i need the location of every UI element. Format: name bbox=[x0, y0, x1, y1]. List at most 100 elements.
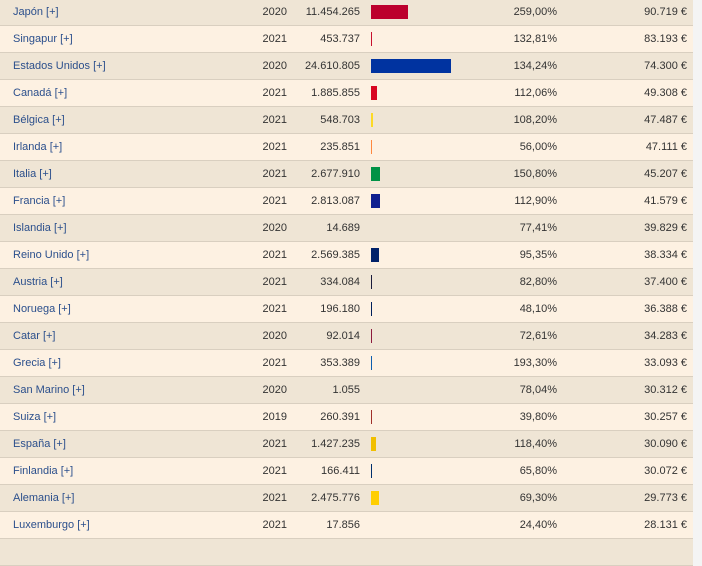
per-capita: 36.388 € bbox=[644, 296, 687, 322]
debt-bar bbox=[371, 437, 376, 451]
per-capita: 49.308 € bbox=[644, 80, 687, 106]
per-capita: 30.090 € bbox=[644, 431, 687, 457]
per-capita: 83.193 € bbox=[644, 26, 687, 52]
year: 2021 bbox=[263, 269, 287, 295]
debt-share: 118,40% bbox=[514, 431, 557, 457]
country-link[interactable]: San Marino [+] bbox=[13, 377, 85, 403]
country-link[interactable]: Grecia [+] bbox=[13, 350, 61, 376]
debt-bar bbox=[371, 167, 380, 181]
country-link[interactable]: Japón [+] bbox=[13, 0, 59, 25]
debt-bar bbox=[371, 113, 373, 127]
debt-share: 77,41% bbox=[520, 215, 557, 241]
country-link[interactable]: Canadá [+] bbox=[13, 80, 67, 106]
country-link[interactable]: Islandia [+] bbox=[13, 215, 67, 241]
country-link[interactable]: Finlandia [+] bbox=[13, 458, 73, 484]
debt: 453.737 bbox=[320, 26, 360, 52]
year: 2021 bbox=[263, 134, 287, 160]
debt-bar bbox=[371, 86, 377, 100]
debt-bar bbox=[371, 410, 372, 424]
debt-bar bbox=[371, 140, 372, 154]
country-link[interactable]: Estados Unidos [+] bbox=[13, 53, 106, 79]
year: 2021 bbox=[263, 485, 287, 511]
country-link[interactable]: Reino Unido [+] bbox=[13, 242, 89, 268]
debt-bar bbox=[371, 302, 372, 316]
country-link[interactable]: Francia [+] bbox=[13, 188, 65, 214]
debt: 235.851 bbox=[320, 134, 360, 160]
country-link[interactable]: España [+] bbox=[13, 431, 66, 457]
debt: 260.391 bbox=[320, 404, 360, 430]
table-row: Alemania [+] 2021 2.475.776 69,30% 29.773 € bbox=[0, 485, 693, 512]
debt-bar bbox=[371, 194, 380, 208]
debt: 2.677.910 bbox=[311, 161, 360, 187]
year: 2020 bbox=[263, 377, 287, 403]
debt-share: 112,90% bbox=[514, 188, 557, 214]
per-capita: 90.719 € bbox=[644, 0, 687, 25]
debt-share: 82,80% bbox=[520, 269, 557, 295]
table-row: Grecia [+] 2021 353.389 193,30% 33.093 € bbox=[0, 350, 693, 377]
per-capita: 28.131 € bbox=[644, 512, 687, 538]
debt-share: 95,35% bbox=[520, 242, 557, 268]
per-capita: 29.773 € bbox=[644, 485, 687, 511]
year: 2021 bbox=[263, 350, 287, 376]
debt: 11.454.265 bbox=[306, 0, 360, 25]
debt-bar bbox=[371, 491, 379, 505]
debt-bar bbox=[371, 32, 372, 46]
year: 2020 bbox=[263, 323, 287, 349]
debt-share: 193,30% bbox=[514, 350, 557, 376]
country-link[interactable]: Bélgica [+] bbox=[13, 107, 65, 133]
debt: 24.610.805 bbox=[305, 53, 360, 79]
debt: 196.180 bbox=[320, 296, 360, 322]
debt-bar bbox=[371, 59, 451, 73]
country-link[interactable]: Catar [+] bbox=[13, 323, 56, 349]
country-link[interactable]: Suiza [+] bbox=[13, 404, 56, 430]
debt: 2.569.385 bbox=[311, 242, 360, 268]
debt-share: 78,04% bbox=[520, 377, 557, 403]
per-capita: 30.072 € bbox=[644, 458, 687, 484]
debt: 1.885.855 bbox=[311, 80, 360, 106]
country-link[interactable]: Luxemburgo [+] bbox=[13, 512, 90, 538]
debt: 1.427.235 bbox=[311, 431, 360, 457]
debt: 1.055 bbox=[332, 377, 360, 403]
country-link[interactable]: Noruega [+] bbox=[13, 296, 71, 322]
year: 2021 bbox=[263, 26, 287, 52]
year: 2021 bbox=[263, 107, 287, 133]
debt-share: 65,80% bbox=[520, 458, 557, 484]
country-link[interactable]: Alemania [+] bbox=[13, 485, 74, 511]
per-capita: 47.111 € bbox=[646, 134, 687, 160]
country-link[interactable]: Italia [+] bbox=[13, 161, 52, 187]
per-capita: 34.283 € bbox=[644, 323, 687, 349]
debt-share: 134,24% bbox=[514, 53, 557, 79]
country-link[interactable]: Austria [+] bbox=[13, 269, 63, 295]
year: 2021 bbox=[263, 188, 287, 214]
debt: 548.703 bbox=[320, 107, 360, 133]
year: 2021 bbox=[263, 80, 287, 106]
year: 2020 bbox=[263, 215, 287, 241]
debt-share: 150,80% bbox=[514, 161, 557, 187]
year: 2019 bbox=[263, 404, 287, 430]
table-row bbox=[0, 539, 693, 566]
country-link[interactable]: Irlanda [+] bbox=[13, 134, 62, 160]
year: 2021 bbox=[263, 431, 287, 457]
debt-bar bbox=[371, 275, 372, 289]
debt-share: 24,40% bbox=[520, 512, 557, 538]
debt-bar bbox=[371, 248, 379, 262]
per-capita: 33.093 € bbox=[644, 350, 687, 376]
debt: 92.014 bbox=[326, 323, 360, 349]
country-link[interactable]: Singapur [+] bbox=[13, 26, 73, 52]
debt: 334.084 bbox=[320, 269, 360, 295]
debt: 17.856 bbox=[326, 512, 360, 538]
per-capita: 37.400 € bbox=[644, 269, 687, 295]
debt-share: 112,06% bbox=[514, 80, 557, 106]
debt: 353.389 bbox=[320, 350, 360, 376]
debt: 2.475.776 bbox=[311, 485, 360, 511]
year: 2021 bbox=[263, 296, 287, 322]
debt-share: 56,00% bbox=[520, 134, 557, 160]
debt-share: 69,30% bbox=[520, 485, 557, 511]
